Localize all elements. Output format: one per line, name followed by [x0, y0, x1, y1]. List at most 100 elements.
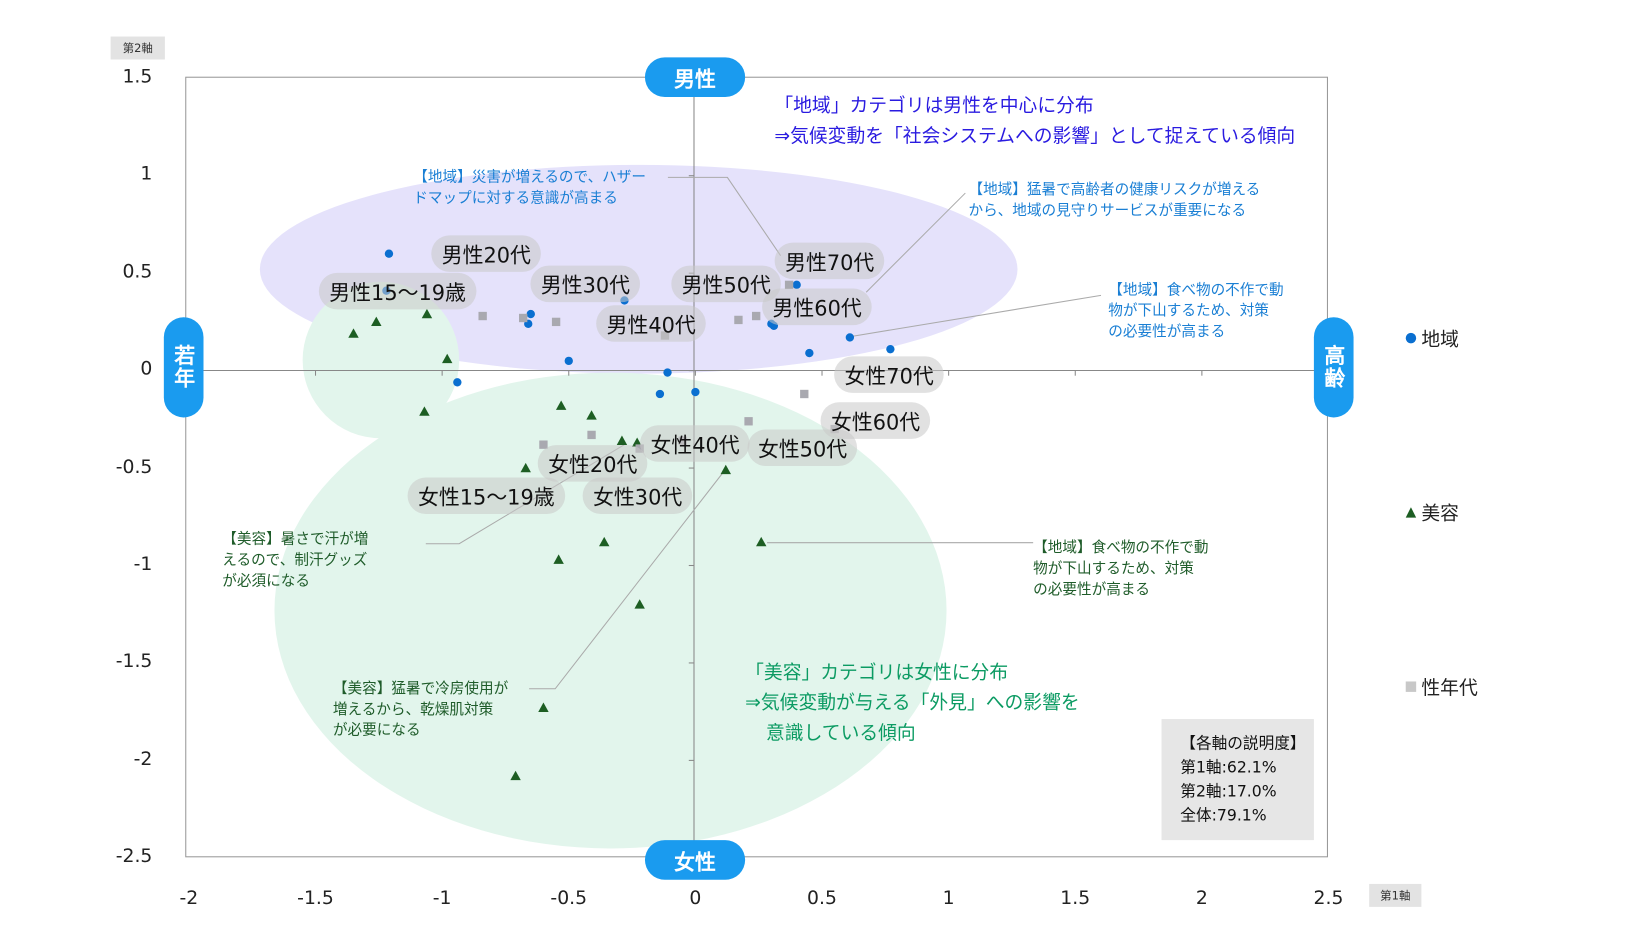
beauty-point: [720, 464, 731, 475]
gender-age-point: [551, 317, 561, 327]
y-tick-label: -0.5: [115, 455, 153, 478]
x-tick-label: -1.5: [297, 887, 334, 909]
gender-age-point: [478, 311, 487, 321]
x-tick-label: 1: [942, 887, 955, 909]
region-point: [564, 356, 573, 366]
gender-age-label: 男性30代: [530, 265, 641, 303]
axis-end-top-male: 男性: [644, 57, 746, 98]
note-dry-skin: 【美容】猛暑で冷房使用が 増えるから、乾燥肌対策 が必要になる: [333, 678, 508, 741]
region-point: [655, 389, 665, 399]
gender-age-label: 男性70代: [774, 242, 885, 280]
beauty-point: [598, 536, 610, 547]
y-axis-title: 第2軸: [110, 36, 165, 60]
x-tick-label: -2: [179, 887, 199, 909]
region-point: [691, 387, 700, 397]
beauty-point: [538, 702, 549, 712]
note-wildlife: 【地域】食べ物の不作で動 物が下山するため、対策 の必要性が高まる: [1108, 280, 1283, 343]
gender-age-label: 男性50代: [671, 265, 782, 303]
beauty-point: [553, 554, 564, 564]
region-point: [384, 249, 394, 258]
note-line: 【美容】暑さで汗が増: [222, 531, 369, 548]
gender-age-point: [751, 311, 761, 321]
legend-label: 性年代: [1421, 677, 1478, 700]
beauty-point: [634, 599, 645, 609]
gender-age-label: 女性70代: [834, 356, 945, 393]
explained-variance-axis2: 第2軸:17.0%: [1180, 781, 1277, 801]
beauty-point: [419, 406, 430, 416]
gender-age-point: [587, 430, 596, 440]
gender-age-label: 女性20代: [537, 445, 648, 482]
explained-variance-axis1: 第1軸:62.1%: [1180, 757, 1277, 777]
gender-age-point: [734, 315, 743, 325]
note-line: ドマップに対する意識が高まる: [413, 189, 618, 207]
y-tick-label: 0: [140, 358, 153, 381]
x-axis-title: 第1軸: [1369, 883, 1422, 907]
note-line: 物が下山するため、対策: [1033, 560, 1194, 578]
leader-line: [865, 192, 966, 293]
gender-age-label: 男性20代: [431, 235, 542, 272]
legend-item-beauty: 美容: [1404, 499, 1459, 526]
note-line: えるので、制汗グッズ: [222, 552, 368, 569]
leader-line: [667, 176, 782, 256]
region-summary: 「地域」カテゴリは男性を中心に分布 ⇒気候変動を「社会システムへの影響」として捉…: [774, 91, 1295, 152]
region-point: [453, 378, 462, 387]
gender-age-point: [744, 417, 753, 426]
note-line: から、地域の見守りサービスが重要になる: [968, 202, 1247, 220]
gender-age-label: 女性40代: [640, 425, 751, 462]
note-antiperspirant: 【美容】暑さで汗が増 えるので、制汗グッズ が必須になる: [222, 529, 368, 592]
region-point: [792, 280, 801, 290]
beauty-summary-line: 「美容」カテゴリは女性に分布: [745, 661, 1009, 684]
x-tick-label: 2.5: [1313, 887, 1344, 909]
note-line: 増えるから、乾燥肌対策: [332, 701, 494, 718]
gender-age-label: 女性15〜19歳: [407, 477, 566, 514]
region-summary-line: 「地域」カテゴリは男性を中心に分布: [774, 94, 1094, 117]
triangle-marker-icon: [1405, 507, 1417, 518]
x-tick-label: 2: [1195, 887, 1208, 909]
beauty-point: [555, 400, 567, 410]
legend-label: 美容: [1421, 503, 1459, 525]
region-point: [805, 348, 814, 358]
y-tick-label: 1.5: [122, 65, 153, 88]
legend-item-region: 地域: [1404, 325, 1459, 352]
beauty-summary-line: ⇒気候変動が与える「外見」への影響を: [745, 691, 1080, 714]
region-point: [886, 344, 895, 354]
beauty-point: [348, 328, 359, 338]
note-wildlife-beauty: 【地域】食べ物の不作で動 物が下山するため、対策 の必要性が高まる: [1033, 537, 1208, 600]
circle-marker-icon: [1405, 332, 1417, 344]
note-line: 【地域】食べ物の不作で動: [1033, 539, 1209, 557]
note-line: の必要性が高まる: [1108, 323, 1226, 341]
gender-age-label: 男性40代: [596, 305, 707, 342]
explained-variance-total: 全体:79.1%: [1180, 805, 1267, 825]
gender-age-point: [784, 280, 794, 290]
leader-line: [847, 294, 1102, 338]
square-marker-icon: [1405, 681, 1417, 692]
gender-age-label: 男性15〜19歳: [318, 272, 477, 310]
gender-age-point: [539, 440, 548, 449]
note-line: 【美容】猛暑で冷房使用が: [332, 680, 509, 698]
note-line: 【地域】猛暑で高齢者の健康リスクが増える: [968, 181, 1261, 199]
legend-item-gender-age: 性年代: [1404, 673, 1478, 700]
y-tick-label: 1: [140, 163, 153, 186]
legend-label: 地域: [1421, 328, 1459, 351]
x-tick-label: -1: [432, 887, 452, 909]
y-tick-label: 0.5: [122, 260, 153, 283]
axis-end-right-old: 高齢: [1313, 317, 1354, 418]
note-line: が必須になる: [222, 572, 310, 590]
note-line: 物が下山するため、対策: [1108, 302, 1270, 320]
beauty-point: [756, 536, 767, 547]
beauty-point: [421, 308, 433, 319]
gender-age-label: 女性30代: [582, 477, 693, 514]
beauty-point: [441, 353, 453, 364]
y-tick-label: -1.5: [115, 650, 153, 673]
axis-end-left-young: 若年: [163, 317, 204, 418]
y-tick-label: -2: [133, 747, 153, 770]
note-line: が必要になる: [332, 722, 421, 739]
explained-variance-title: 【各軸の説明度】: [1180, 733, 1306, 753]
explained-variance-box: 【各軸の説明度】 第1軸:62.1% 第2軸:17.0% 全体:79.1%: [1161, 719, 1314, 841]
note-line: の必要性が高まる: [1033, 581, 1151, 598]
note-line: 【地域】災害が増えるので、ハザー: [413, 169, 647, 186]
x-tick-label: 0.5: [807, 887, 837, 909]
x-tick-label: 0: [689, 887, 702, 909]
note-elderly-watch: 【地域】猛暑で高齢者の健康リスクが増える から、地域の見守りサービスが重要になる: [968, 179, 1260, 221]
